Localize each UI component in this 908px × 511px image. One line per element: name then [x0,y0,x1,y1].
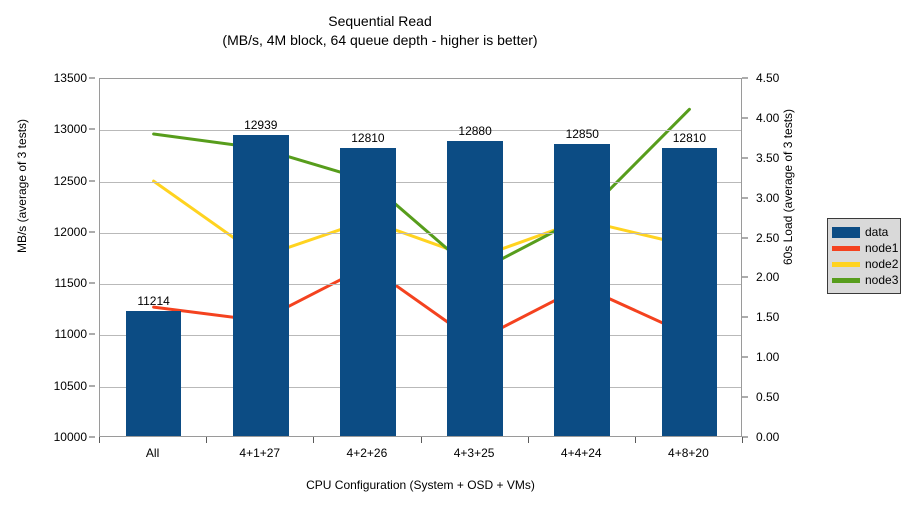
legend-item-label: data [865,225,889,239]
plot-area: 11214 12939 12810 12880 12850 12810 [99,78,742,437]
y-axis-right-tick-mark [742,117,748,119]
chart-title-block: Sequential Read (MB/s, 4M block, 64 queu… [0,12,760,50]
bar [447,140,503,436]
chart-title: Sequential Read [328,13,432,29]
y-axis-right-tick-mark [742,396,748,398]
legend-swatch-icon [832,277,860,283]
gridline [100,386,741,388]
legend-item-label: node1 [865,241,899,255]
y-axis-left-tick-mark [89,180,95,182]
y-axis-right: 4.50 4.00 3.50 3.00 2.50 2.00 1.50 1.00 0.50 0.00 [742,71,832,444]
y-axis-left-tick-mark [89,77,95,79]
gridline [100,284,741,286]
y-axis-left-tick-label: 12500 [53,173,87,188]
bar [340,147,396,436]
gridline [100,130,741,132]
y-axis-right-tick-label: 4.50 [756,71,780,85]
y-axis-left-tick-mark [89,333,95,335]
bar [232,134,289,436]
y-axis-right-tick-label: 0.50 [756,390,780,405]
x-axis-category-label: 4+2+26 [346,446,388,460]
x-axis-tick-mark [206,437,208,443]
legend-item-data[interactable]: data [832,224,895,240]
gridline [100,181,741,183]
x-axis-tick-mark [634,437,636,443]
chart-legend: data node1 node2 node3 [827,218,901,294]
y-axis-right-tick-mark [742,276,748,278]
y-axis-left-tick-mark [89,231,95,233]
legend-swatch-icon [832,226,860,238]
bar [661,147,718,436]
y-axis-right-tick-label: 4.00 [756,110,780,125]
y-axis-left-tick-label: 10500 [53,378,87,393]
y-axis-right-tick-label: 2.50 [756,230,780,245]
y-axis-right-tick-label: 3.00 [756,190,780,205]
x-axis-category-label: 4+4+24 [560,446,602,460]
bar-value-label: 12939 [244,117,278,132]
x-axis-tick-mark [420,437,422,443]
x-axis-category-label: All [145,446,160,460]
x-axis-category-label: 4+3+25 [453,446,495,460]
x-axis-category-label: 4+1+27 [239,446,281,460]
x-axis-tick-mark [742,437,743,443]
legend-item-label: node2 [865,257,899,271]
gridline [100,335,741,337]
legend-item-node3[interactable]: node3 [832,272,899,288]
y-axis-left-tick-mark [89,385,95,387]
y-axis-right-tick-mark [742,157,748,159]
y-axis-right-tick-label: 3.50 [756,150,780,165]
y-axis-right-tick-label: 0.00 [756,430,780,444]
x-axis-tick-mark [527,437,529,443]
y-axis-right-tick-label: 1.00 [756,350,780,365]
bar-value-label: 12880 [458,123,492,138]
bar-value-label: 11214 [137,294,170,309]
y-axis-left-tick-label: 13500 [53,71,87,85]
y-axis-right-tick-mark [742,316,748,318]
y-axis-left-tick-label: 11500 [54,276,87,291]
x-axis: All 4+1+27 4+2+26 4+3+25 4+4+24 4+8+20 [99,437,743,487]
x-axis-title: CPU Configuration (System + OSD + VMs) [306,478,535,492]
gridline [100,232,741,234]
x-axis-category-label: 4+8+20 [668,446,709,460]
y-axis-right-tick-label: 2.00 [756,270,780,285]
y-axis-left-tick-label: 10000 [53,430,87,444]
y-axis-left-tick-label: 11000 [54,327,87,342]
y-axis-left-tick-label: 12000 [53,224,87,239]
y-axis-right-tick-mark [742,237,748,239]
legend-item-node1[interactable]: node1 [832,240,899,256]
y-axis-left-tick-mark [89,282,95,284]
y-axis-right-tick-mark [742,197,748,199]
x-axis-tick-mark [99,437,100,443]
bar-value-label: 12810 [672,130,707,145]
y-axis-right-title: 60s Load (average of 3 tests) [781,108,795,266]
y-axis-left-tick-label: 13000 [53,122,87,137]
chart-subtitle: (MB/s, 4M block, 64 queue depth - higher… [222,31,538,48]
y-axis-left-tick-mark [89,128,95,130]
bar [554,143,611,436]
legend-item-node2[interactable]: node2 [832,256,899,272]
y-axis-left-tick-mark [89,436,95,438]
legend-swatch-icon [832,245,860,251]
y-axis-left: 13500 13000 12500 12000 11500 11000 10500 10000 [0,71,95,444]
x-axis-tick-mark [313,437,315,443]
y-axis-right-tick-mark [742,356,748,358]
y-axis-right-tick-label: 1.50 [756,310,780,325]
line-series-layer [152,107,691,343]
y-axis-right-tick-mark [742,77,748,79]
legend-item-label: node3 [865,273,899,287]
y-axis-right-tick-mark [742,436,748,438]
legend-swatch-icon [832,261,860,267]
bar-value-label: 12810 [351,130,385,145]
bar-value-label: 12850 [565,126,599,141]
y-axis-left-title: MB/s (average of 3 tests) [15,118,29,254]
bar [125,311,182,436]
